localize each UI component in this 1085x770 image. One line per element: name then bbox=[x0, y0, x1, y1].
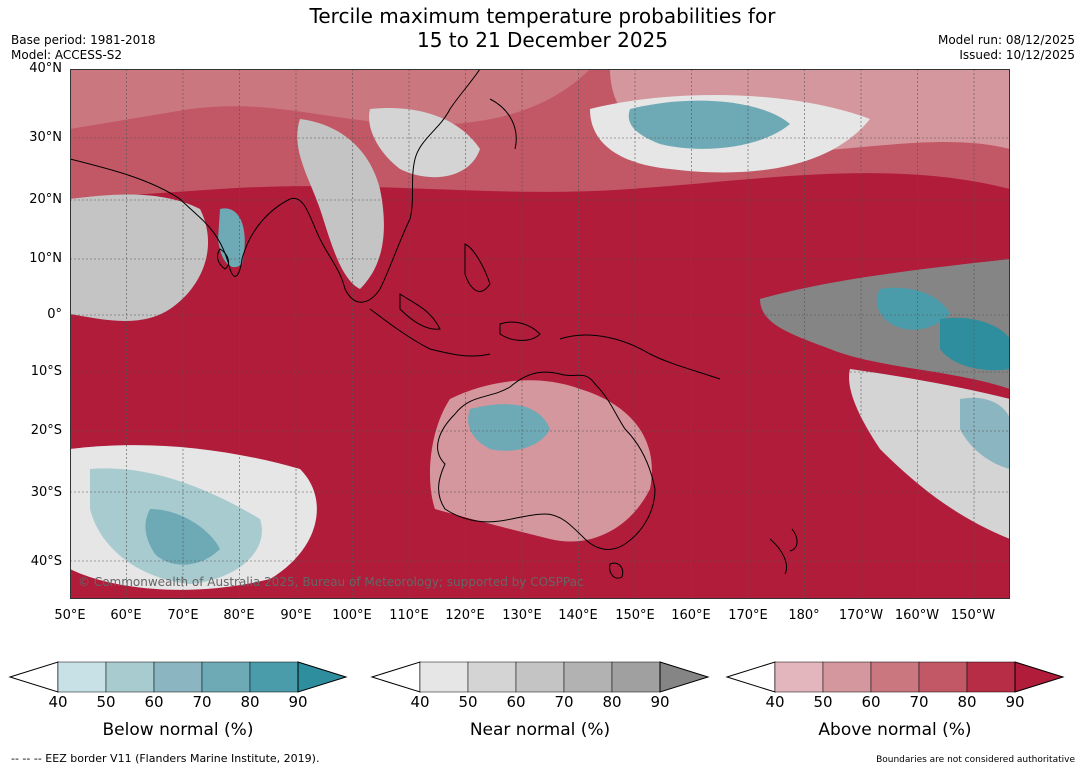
cbar-tick: 60 bbox=[144, 693, 164, 711]
eez-legend-note: -- -- -- EEZ border V11 (Flanders Marine… bbox=[11, 752, 320, 765]
colorbar-above-label: Above normal (%) bbox=[818, 720, 972, 740]
lon-label: 110°E bbox=[389, 608, 429, 623]
cbar-tick: 80 bbox=[240, 693, 260, 711]
lon-label: 60°E bbox=[110, 608, 142, 623]
cbar-tick: 70 bbox=[554, 693, 574, 711]
lat-label: 40°N bbox=[29, 61, 62, 76]
lat-label: 40°S bbox=[30, 554, 62, 569]
lat-label: 10°S bbox=[30, 364, 62, 379]
grid-lines bbox=[70, 69, 1010, 599]
model-name: Model: ACCESS-S2 bbox=[11, 48, 123, 62]
colorbar-near bbox=[370, 661, 710, 693]
grey-arabian bbox=[70, 194, 209, 321]
colorbar-above bbox=[725, 661, 1065, 693]
cbar-tick: 40 bbox=[48, 693, 68, 711]
lon-label: 80°E bbox=[223, 608, 255, 623]
cbar-tick: 40 bbox=[410, 693, 430, 711]
boundaries-disclaimer: Boundaries are not considered authoritat… bbox=[876, 755, 1075, 765]
cbar-tick: 80 bbox=[957, 693, 977, 711]
blue-southindian-core bbox=[145, 509, 220, 565]
cbar-tick: 70 bbox=[909, 693, 929, 711]
issued-date: Issued: 10/12/2025 bbox=[959, 48, 1075, 62]
lon-label: 170°E bbox=[728, 608, 768, 623]
cbar-tick: 50 bbox=[458, 693, 478, 711]
lon-label: 130°E bbox=[502, 608, 542, 623]
copyright-text: © Commonwealth of Australia 2025, Bureau… bbox=[78, 575, 584, 589]
lon-label: 150°W bbox=[950, 608, 996, 623]
probability-map: © Commonwealth of Australia 2025, Bureau… bbox=[70, 69, 1010, 599]
lon-label: 50°E bbox=[54, 608, 86, 623]
cbar-tick: 80 bbox=[602, 693, 622, 711]
australia-blue bbox=[468, 404, 550, 451]
base-period: Base period: 1981-2018 bbox=[11, 33, 156, 47]
lon-label: 120°E bbox=[445, 608, 485, 623]
cbar-tick: 90 bbox=[288, 693, 308, 711]
lat-label: 0° bbox=[47, 307, 62, 322]
grey-china bbox=[369, 108, 480, 178]
map-title: Tercile maximum temperature probabilitie… bbox=[0, 4, 1085, 52]
lon-label: 170°W bbox=[838, 608, 884, 623]
cbar-tick: 50 bbox=[96, 693, 116, 711]
cbar-tick: 90 bbox=[650, 693, 670, 711]
lon-label: 180° bbox=[788, 608, 820, 623]
coastlines bbox=[70, 69, 798, 579]
grey-indochina bbox=[297, 119, 384, 289]
lat-label: 20°S bbox=[30, 423, 62, 438]
lon-label: 70°E bbox=[167, 608, 199, 623]
cbar-tick: 50 bbox=[813, 693, 833, 711]
cbar-tick: 60 bbox=[861, 693, 881, 711]
blue-pacific-2 bbox=[940, 317, 1010, 371]
colorbar-below bbox=[8, 661, 348, 693]
cbar-tick: 90 bbox=[1005, 693, 1025, 711]
title-line-1: Tercile maximum temperature probabilitie… bbox=[309, 4, 776, 28]
blue-southeast bbox=[960, 397, 1010, 469]
lat-label: 10°N bbox=[29, 251, 62, 266]
colorbar-below-label: Below normal (%) bbox=[102, 720, 254, 740]
lon-label: 160°W bbox=[894, 608, 940, 623]
cbar-tick: 60 bbox=[506, 693, 526, 711]
lat-label: 20°N bbox=[29, 192, 62, 207]
blue-northpacific bbox=[628, 100, 790, 149]
lon-label: 140°E bbox=[558, 608, 598, 623]
cbar-tick: 70 bbox=[192, 693, 212, 711]
map-frame bbox=[70, 69, 1010, 599]
lon-label: 150°E bbox=[615, 608, 655, 623]
lon-label: 100°E bbox=[332, 608, 372, 623]
meta-right: Model run: 08/12/2025 Issued: 10/12/2025 bbox=[938, 33, 1075, 63]
model-run: Model run: 08/12/2025 bbox=[937, 33, 1075, 47]
cbar-tick: 40 bbox=[765, 693, 785, 711]
title-line-2: 15 to 21 December 2025 bbox=[416, 28, 668, 52]
blue-pacific-1 bbox=[876, 287, 950, 330]
colorbar-near-label: Near normal (%) bbox=[469, 720, 611, 740]
lat-label: 30°S bbox=[30, 485, 62, 500]
band-asia bbox=[70, 69, 590, 129]
meta-left: Base period: 1981-2018 Model: ACCESS-S2 bbox=[11, 33, 156, 63]
lon-label: 160°E bbox=[671, 608, 711, 623]
lon-label: 90°E bbox=[280, 608, 312, 623]
lat-label: 30°N bbox=[29, 130, 62, 145]
colorbars bbox=[8, 661, 1065, 693]
